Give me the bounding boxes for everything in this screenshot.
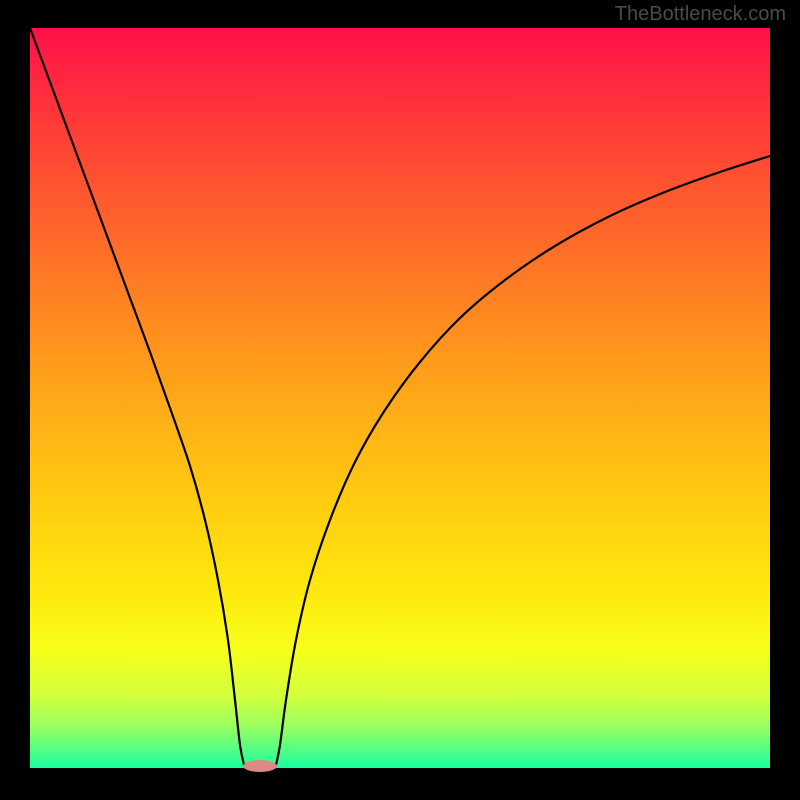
chart-svg: TheBottleneck.com — [0, 0, 800, 800]
plot-background — [30, 28, 770, 768]
attribution-text: TheBottleneck.com — [615, 3, 786, 25]
bottleneck-chart: TheBottleneck.com — [0, 0, 800, 800]
optimal-zone-marker — [243, 760, 277, 772]
